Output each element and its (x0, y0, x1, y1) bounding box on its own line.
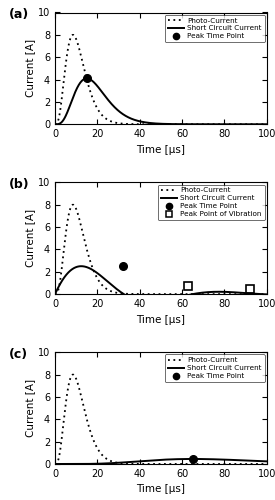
Legend: Photo-Current, Short Circuit Current, Peak Time Point: Photo-Current, Short Circuit Current, Pe… (165, 14, 265, 42)
X-axis label: Time [μs]: Time [μs] (136, 144, 185, 154)
Legend: Photo-Current, Short Circuit Current, Peak Time Point, Peak Point of Vibration: Photo-Current, Short Circuit Current, Pe… (158, 184, 265, 220)
Legend: Photo-Current, Short Circuit Current, Peak Time Point: Photo-Current, Short Circuit Current, Pe… (165, 354, 265, 382)
Text: (a): (a) (9, 8, 29, 21)
Y-axis label: Current [A]: Current [A] (25, 379, 35, 437)
X-axis label: Time [μs]: Time [μs] (136, 484, 185, 494)
Y-axis label: Current [A]: Current [A] (25, 40, 35, 98)
Text: (b): (b) (9, 178, 29, 191)
Text: (c): (c) (9, 348, 28, 361)
Y-axis label: Current [A]: Current [A] (25, 209, 35, 268)
X-axis label: Time [μs]: Time [μs] (136, 314, 185, 324)
